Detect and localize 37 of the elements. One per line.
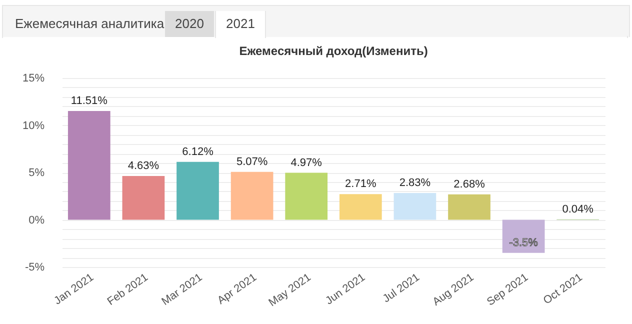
text: 2020 [165, 11, 214, 37]
y-tick-label: 15% [22, 72, 45, 84]
bar [122, 176, 165, 220]
y-tick-label: 0% [28, 214, 45, 226]
data-label: 4.63% [128, 160, 160, 172]
data-label: 2.71% [345, 178, 376, 190]
bar [68, 110, 110, 220]
bar [285, 172, 328, 220]
x-tick-label: Feb 2021 [105, 272, 150, 308]
y-tick-label: -5% [24, 262, 45, 274]
bar [230, 172, 274, 220]
y-tick-label: 10% [22, 120, 45, 132]
text: Ежемесячная аналитика [14, 15, 166, 33]
data-label: 5.07% [236, 156, 268, 168]
x-tick-label: Jun 2021 [324, 272, 368, 308]
x-tick-label: Jan 2021 [52, 272, 96, 308]
data-label: -3.5% [509, 236, 538, 249]
x-tick-label: Mar 2021 [160, 272, 205, 308]
data-label: 2.83% [399, 177, 431, 190]
data-label: 11.51% [70, 94, 108, 107]
text: 2021 [215, 11, 266, 38]
bar [176, 162, 219, 220]
bar [339, 194, 382, 220]
x-tick-label: Apr 2021 [215, 272, 259, 307]
bar [394, 193, 436, 220]
x-tick-label: May 2021 [266, 272, 314, 310]
y-tick-label: 5% [28, 167, 45, 179]
data-label: 6.12% [182, 146, 214, 158]
bar [448, 194, 490, 220]
x-tick-label: Aug 2021 [430, 272, 476, 308]
x-tick-label: Jul 2021 [380, 272, 422, 306]
data-label: 2.68% [454, 178, 486, 190]
chart-title: Ежемесячный доход(Изменить) [239, 44, 428, 58]
x-tick-label: Oct 2021 [541, 272, 585, 307]
x-tick-label: Sep 2021 [484, 272, 530, 308]
data-label: 0.04% [562, 203, 594, 216]
data-label: 4.97% [290, 156, 322, 169]
